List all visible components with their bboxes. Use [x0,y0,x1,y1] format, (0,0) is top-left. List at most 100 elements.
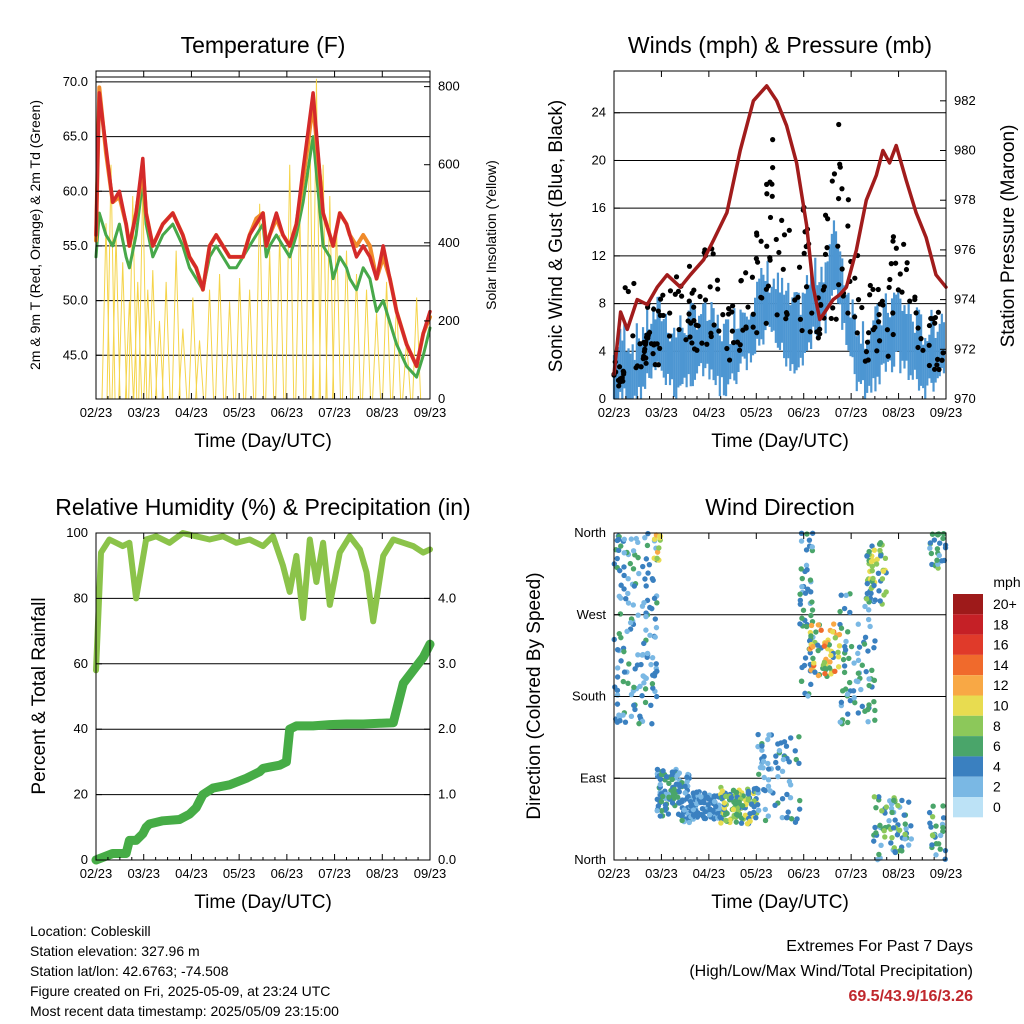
p2-gust-dot [769,193,775,199]
p2-x-tick-label: 04/23 [693,405,726,420]
p4-direction-dot [788,816,795,822]
p4-direction-dot [802,655,809,661]
p4-direction-dot [657,781,663,788]
p4-direction-dot [930,803,936,809]
p2-gust-dot [830,305,836,311]
p4-direction-dot [877,598,883,604]
p4-direction-dot [760,765,766,771]
p2-gust-dot [864,339,871,345]
p4-direction-dot [838,625,845,631]
p4-direction-dot [894,832,901,838]
p1-x-tick-label: 04/23 [175,405,208,420]
p1-solar-mark [128,195,138,400]
legend-swatch [953,797,983,818]
extremes-info: Extremes For Past 7 Days (High/Low/Max W… [689,934,973,1009]
p2-gust-dot [711,322,717,328]
p2-x-tick-label: 06/23 [787,405,820,420]
p4-direction-dot [933,852,939,858]
p4-direction-dot [776,747,783,754]
p2-gust-dot [875,286,881,293]
p1-solar-mark [124,301,134,400]
p4-direction-dot [877,822,883,829]
p1-solar-mark [245,289,255,400]
legend-swatch [953,634,983,655]
p4-direction-dot [642,534,648,541]
p4-direction-dot [779,796,786,802]
legend-swatch [953,695,983,716]
p4-direction-dot [618,582,624,588]
p4-direction-dot [868,558,875,565]
p4-direction-dot [755,807,762,813]
p2-gust-dot [888,261,894,267]
p4-direction-dot [877,540,884,546]
p2-gust-dot [720,312,726,318]
p2-gust-dot [918,336,924,342]
p1-solar-mark [215,273,225,400]
p4-direction-dot [718,820,724,826]
p2-gust-dot [920,347,926,353]
p4-direction-dot [940,530,947,537]
p4-direction-dot [809,599,815,605]
p4-direction-dot [642,699,649,706]
p4-direction-dot [666,780,672,787]
p2-title: Winds (mph) & Pressure (mb) [628,32,932,58]
p4-direction-dot [628,713,635,720]
p4-direction-dot [926,809,933,816]
p4-direction-dot [815,672,822,679]
p2-x-tick-label: 02/23 [598,405,631,420]
p4-direction-dot [875,570,882,576]
p4-direction-dot [852,699,858,706]
legend-label: 2 [993,779,1001,795]
p4-direction-dot [648,661,654,668]
p2-gust-dot [708,330,714,336]
p1-y-tick-label: 70.0 [63,74,88,89]
p2-gust-dot [724,345,730,352]
p4-direction-dot [641,680,647,686]
p4-direction-dot [783,815,790,821]
p4-direction-dot [930,833,936,839]
p4-direction-dot [656,545,662,551]
p2-x-tick-label: 09/23 [930,405,963,420]
legend-swatch [953,594,983,615]
p4-x-tick-label: 04/23 [693,866,726,881]
p4-direction-dot [841,663,848,669]
p4-direction-dot [728,795,735,801]
p2-y2-tick-label: 972 [954,341,976,356]
p2-gust-dot [763,286,769,292]
p4-direction-dot [841,605,848,612]
p4-direction-dot [929,842,935,848]
p4-direction-dot [908,823,914,829]
p1-solar-mark [235,277,245,400]
p4-direction-dot [843,638,849,645]
p2-gust-dot [872,324,878,331]
p4-direction-dot [644,650,651,657]
p4-direction-dot [866,607,872,613]
p1-x-tick-label: 07/23 [318,405,351,420]
p2-gust-dot [687,334,693,340]
p4-direction-dot [651,673,658,679]
p2-y-tick-label: 12 [592,248,606,263]
p4-direction-dot [784,791,790,798]
p2-gust-dot [691,304,697,310]
p4-direction-dot [765,783,772,789]
p2-x-tick-label: 08/23 [882,405,915,420]
p4-direction-dot [876,794,882,800]
p2-gust-dot [731,339,737,346]
p1-solar-mark [148,270,158,400]
p4-direction-dot [897,847,904,853]
p4-direction-dot [785,809,791,815]
p2-y2-tick-label: 978 [954,192,976,207]
p4-direction-dot [738,820,745,826]
p3-x-tick-label: 03/23 [127,866,160,881]
p3-y2-tick-label: 4.0 [438,590,456,605]
p4-direction-dot [760,758,767,765]
p1-y-tick-label: 55.0 [63,238,88,253]
p4-direction-dot [755,731,761,738]
p1-solar-mark [372,313,382,400]
p4-direction-dot [871,698,877,705]
p4-direction-dot [846,679,853,686]
p4-direction-dot [645,530,651,537]
p4-direction-dot [653,624,660,631]
p4-direction-dot [641,600,647,606]
p2-pressure-line [612,84,948,376]
